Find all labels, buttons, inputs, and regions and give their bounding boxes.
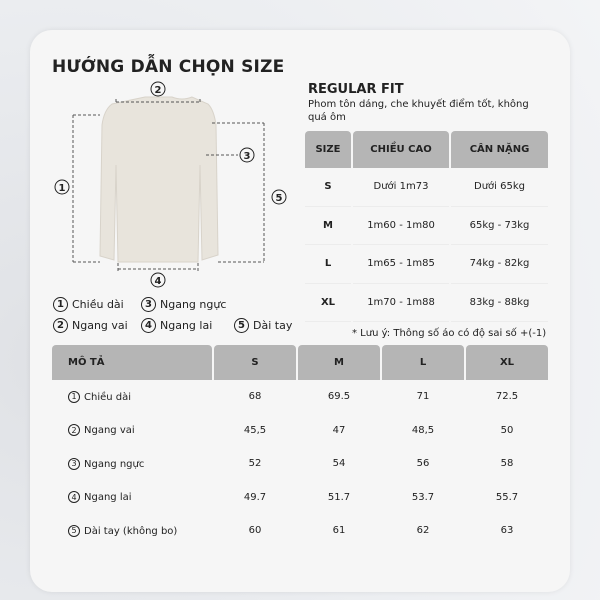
marker-1: 1 bbox=[59, 183, 66, 194]
marker-2: 2 bbox=[155, 85, 162, 96]
table-cell: 50 bbox=[500, 424, 514, 436]
table-cell: 49.7 bbox=[243, 491, 267, 503]
table-cell: 48,5 bbox=[411, 424, 435, 436]
table-row: S Dưới 1m73 Dưới 65kg bbox=[305, 168, 548, 207]
table-cell: 69.5 bbox=[327, 391, 351, 403]
table-cell: 53.7 bbox=[411, 491, 435, 503]
table-cell: 74kg - 82kg bbox=[451, 245, 548, 284]
table-cell: 55.7 bbox=[495, 491, 519, 503]
table-cell: 71 bbox=[416, 391, 430, 403]
number-badge: 2 bbox=[68, 424, 80, 437]
number-badge: 1 bbox=[53, 297, 68, 312]
table-row: 1 Chiều dài 68 69.5 71 72.5 bbox=[52, 380, 548, 414]
sweater-illustration bbox=[99, 96, 219, 263]
fit-description: Phom tôn dáng, che khuyết điểm tốt, khôn… bbox=[308, 99, 529, 123]
row-label-text: Chiều dài bbox=[84, 391, 132, 403]
row-label-text: Ngang vai bbox=[84, 425, 135, 437]
number-badge: 3 bbox=[141, 297, 156, 312]
table-cell: 62 bbox=[416, 525, 430, 537]
table-cell: 52 bbox=[248, 458, 262, 470]
table-cell: 45,5 bbox=[243, 424, 267, 436]
table-cell: L bbox=[305, 245, 351, 284]
row-label: 4 Ngang lai bbox=[52, 481, 212, 515]
marker-5: 5 bbox=[276, 193, 283, 204]
number-badge: 4 bbox=[68, 491, 80, 504]
table-cell: Dưới 1m73 bbox=[353, 168, 449, 207]
table-cell: 54 bbox=[332, 458, 346, 470]
legend-label: Dài tay bbox=[253, 319, 293, 332]
number-badge: 2 bbox=[53, 318, 68, 333]
legend-item: 1 Chiều dài bbox=[53, 297, 124, 312]
size-table: SIZE CHIỀU CAO CÂN NẶNG S Dưới 1m73 Dưới 6… bbox=[303, 131, 550, 322]
legend-label: Chiều dài bbox=[72, 298, 124, 311]
table-cell: 68 bbox=[248, 391, 262, 403]
row-label: 3 Ngang ngực bbox=[52, 447, 212, 481]
number-badge: 1 bbox=[68, 390, 80, 403]
legend-label: Ngang lai bbox=[160, 319, 213, 332]
table-cell: 1m70 - 1m88 bbox=[353, 284, 449, 322]
table-cell: 63 bbox=[500, 525, 514, 537]
row-label: 5 Dài tay (không bo) bbox=[52, 514, 212, 548]
table-cell: Dưới 65kg bbox=[451, 168, 548, 207]
row-label: 2 Ngang vai bbox=[52, 414, 212, 448]
marker-4: 4 bbox=[155, 276, 162, 287]
table-row: L 1m65 - 1m85 74kg - 82kg bbox=[305, 245, 548, 284]
column-header: S bbox=[214, 345, 296, 380]
table-cell: 83kg - 88kg bbox=[451, 284, 548, 322]
tolerance-note: * Lưu ý: Thông số áo có độ sai số +(-1) bbox=[352, 328, 547, 339]
table-row: 5 Dài tay (không bo) 60 61 62 63 bbox=[52, 514, 548, 548]
column-header: CHIỀU CAO bbox=[353, 131, 449, 168]
measurement-table: MÔ TẢ S M L XL 1 Chiều dài 68 69.5 71 72.5 2 Ng… bbox=[50, 345, 550, 548]
number-badge: 4 bbox=[141, 318, 156, 333]
table-cell: 1m65 - 1m85 bbox=[353, 245, 449, 284]
column-header: SIZE bbox=[305, 131, 351, 168]
table-cell: 56 bbox=[416, 458, 430, 470]
legend-label: Ngang ngực bbox=[160, 298, 227, 311]
row-label: 1 Chiều dài bbox=[52, 380, 212, 414]
number-badge: 5 bbox=[68, 524, 80, 537]
table-cell: S bbox=[305, 168, 351, 207]
row-label-text: Ngang ngực bbox=[84, 458, 145, 470]
row-label-text: Dài tay (không bo) bbox=[84, 525, 178, 537]
table-row: M 1m60 - 1m80 65kg - 73kg bbox=[305, 207, 548, 245]
table-cell: 51.7 bbox=[327, 491, 351, 503]
column-header: M bbox=[298, 345, 380, 380]
table-cell: 65kg - 73kg bbox=[451, 207, 548, 245]
column-header: XL bbox=[466, 345, 548, 380]
number-badge: 3 bbox=[68, 457, 80, 470]
legend-item: 4 Ngang lai bbox=[141, 318, 212, 333]
row-label-text: Ngang lai bbox=[84, 492, 132, 504]
number-badge: 5 bbox=[234, 318, 249, 333]
fit-name: REGULAR FIT bbox=[308, 82, 404, 97]
measure-lines bbox=[72, 98, 265, 272]
table-cell: 47 bbox=[332, 424, 346, 436]
table-row: 3 Ngang ngực 52 54 56 58 bbox=[52, 447, 548, 481]
column-header: MÔ TẢ bbox=[52, 345, 212, 380]
column-header: L bbox=[382, 345, 464, 380]
table-row: XL 1m70 - 1m88 83kg - 88kg bbox=[305, 284, 548, 322]
table-cell: M bbox=[305, 207, 351, 245]
column-header: CÂN NẶNG bbox=[451, 131, 548, 168]
table-cell: 1m60 - 1m80 bbox=[353, 207, 449, 245]
table-cell: 72.5 bbox=[495, 391, 519, 403]
page-title: HƯỚNG DẪN CHỌN SIZE bbox=[52, 57, 285, 77]
table-cell: XL bbox=[305, 284, 351, 322]
table-cell: 61 bbox=[332, 525, 346, 537]
table-cell: 60 bbox=[248, 525, 262, 537]
table-row: 2 Ngang vai 45,5 47 48,5 50 bbox=[52, 414, 548, 448]
table-row: 4 Ngang lai 49.7 51.7 53.7 55.7 bbox=[52, 481, 548, 515]
legend-label: Ngang vai bbox=[72, 319, 128, 332]
marker-3: 3 bbox=[244, 151, 251, 162]
legend-item: 2 Ngang vai bbox=[53, 318, 128, 333]
table-cell: 58 bbox=[500, 458, 514, 470]
legend-item: 5 Dài tay bbox=[234, 318, 292, 333]
legend-item: 3 Ngang ngực bbox=[141, 297, 226, 312]
